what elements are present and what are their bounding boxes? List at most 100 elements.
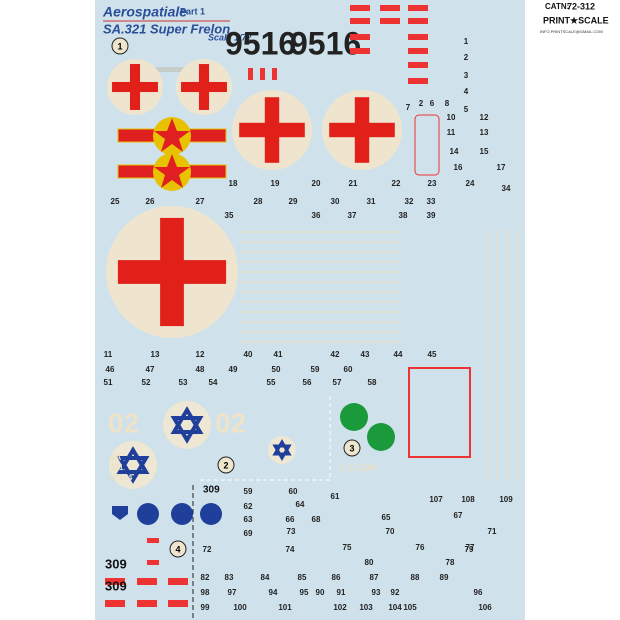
decal-number: 37 <box>348 211 357 220</box>
decal-number: 4 <box>464 87 469 96</box>
decal-number: 65 <box>382 513 391 522</box>
decal-number: 75 <box>343 543 352 552</box>
option-marker <box>169 540 187 558</box>
decal-number: 80 <box>365 558 374 567</box>
decal-number: 74 <box>286 545 295 554</box>
decal-number: 14 <box>450 147 459 156</box>
decal-number: 94 <box>269 588 278 597</box>
code: 309 <box>105 556 127 571</box>
decal-number: 48 <box>196 365 205 374</box>
decal-number: 38 <box>399 211 408 220</box>
decal-number: 23 <box>428 179 437 188</box>
decal-number: 69 <box>244 529 253 538</box>
decal-number: 43 <box>361 350 370 359</box>
green-disc <box>367 423 395 451</box>
option-marker <box>217 456 235 474</box>
decal-number: 106 <box>478 603 492 612</box>
decal-number: 91 <box>337 588 346 597</box>
decal-number: 10 <box>447 113 456 122</box>
decal-number: 25 <box>111 197 120 206</box>
decal-number: 1 <box>464 37 469 46</box>
faint-text <box>130 67 220 72</box>
code: 02 <box>215 407 246 438</box>
decal-number: 22 <box>392 179 401 188</box>
decal-number: 78 <box>446 558 455 567</box>
decal-number: 76 <box>416 543 425 552</box>
star-insignia <box>117 117 227 191</box>
decal-number: 35 <box>225 211 234 220</box>
decal-number: 49 <box>229 365 238 374</box>
decal-number: 63 <box>244 515 253 524</box>
code: LC-194 <box>340 462 378 474</box>
decal-number: 40 <box>244 350 253 359</box>
decal-number: 53 <box>179 378 188 387</box>
decal-number: 2 <box>464 53 469 62</box>
option-number: 2 <box>223 460 228 470</box>
decal-number: 108 <box>461 495 475 504</box>
decal-number: 60 <box>289 487 298 496</box>
decal-number: 100 <box>233 603 247 612</box>
decal-number: 51 <box>104 378 113 387</box>
red-cross <box>112 81 158 93</box>
decal-number: 54 <box>209 378 218 387</box>
green-disc <box>340 403 368 431</box>
outline <box>408 367 471 458</box>
decal-number: 79 <box>465 545 474 554</box>
decal-number: 84 <box>261 573 270 582</box>
decal-number: 18 <box>229 179 238 188</box>
red-cross <box>239 122 305 138</box>
contact: INFO.PRINTSCALE@GMAIL.COM <box>540 29 603 34</box>
decal-number: 42 <box>331 350 340 359</box>
serial: 9516 <box>225 25 296 61</box>
decal-number: 104 <box>388 603 402 612</box>
red-cross <box>329 122 395 138</box>
model: SA.321 Super Frelon <box>103 21 230 36</box>
decal-number: 8 <box>445 99 450 108</box>
decal-number: 36 <box>312 211 321 220</box>
decal-number: 62 <box>244 502 253 511</box>
code: 321 <box>110 463 124 472</box>
brand: Aerospatiale <box>102 4 187 20</box>
decal-number: 70 <box>386 527 395 536</box>
decal-number: 92 <box>391 588 400 597</box>
decal-number: 5 <box>464 105 469 114</box>
decal-number: 13 <box>151 350 160 359</box>
code: N°164 <box>110 473 133 482</box>
decal-number: 34 <box>502 184 511 193</box>
option-number: 1 <box>117 41 122 51</box>
decal-number: 19 <box>271 179 280 188</box>
code: 02 <box>108 407 139 438</box>
part: Part 1 <box>180 6 205 16</box>
code: 309 <box>105 578 127 593</box>
decal-number: 82 <box>201 573 210 582</box>
decal-number: 13 <box>480 128 489 137</box>
decal-number: 109 <box>499 495 513 504</box>
decal-number: 67 <box>454 511 463 520</box>
decal-number: 45 <box>428 350 437 359</box>
decal-number: 17 <box>497 163 506 172</box>
option-marker <box>343 439 361 457</box>
decal-number: 12 <box>196 350 205 359</box>
decal-number: 56 <box>303 378 312 387</box>
decal-number: 57 <box>333 378 342 387</box>
decal-number: 3 <box>464 71 469 80</box>
outline <box>414 114 440 176</box>
decal-number: 7 <box>406 103 411 112</box>
catalog-label: CATN: <box>545 2 569 11</box>
decal-number: 47 <box>146 365 155 374</box>
decal-number: 31 <box>367 197 376 206</box>
decal-number: 52 <box>142 378 151 387</box>
decal-number: 97 <box>228 588 237 597</box>
red-cross <box>117 260 227 284</box>
decal-number: 16 <box>454 163 463 172</box>
decal-number: 24 <box>466 179 475 188</box>
roundels <box>106 59 402 338</box>
catalog-number: 72-312 <box>567 1 595 11</box>
option-marker <box>111 37 129 55</box>
decal-number: 55 <box>267 378 276 387</box>
decal-number: 32 <box>405 197 414 206</box>
code: 309 <box>203 485 220 496</box>
decal-number: 86 <box>332 573 341 582</box>
decal-number: 2 <box>419 99 424 108</box>
